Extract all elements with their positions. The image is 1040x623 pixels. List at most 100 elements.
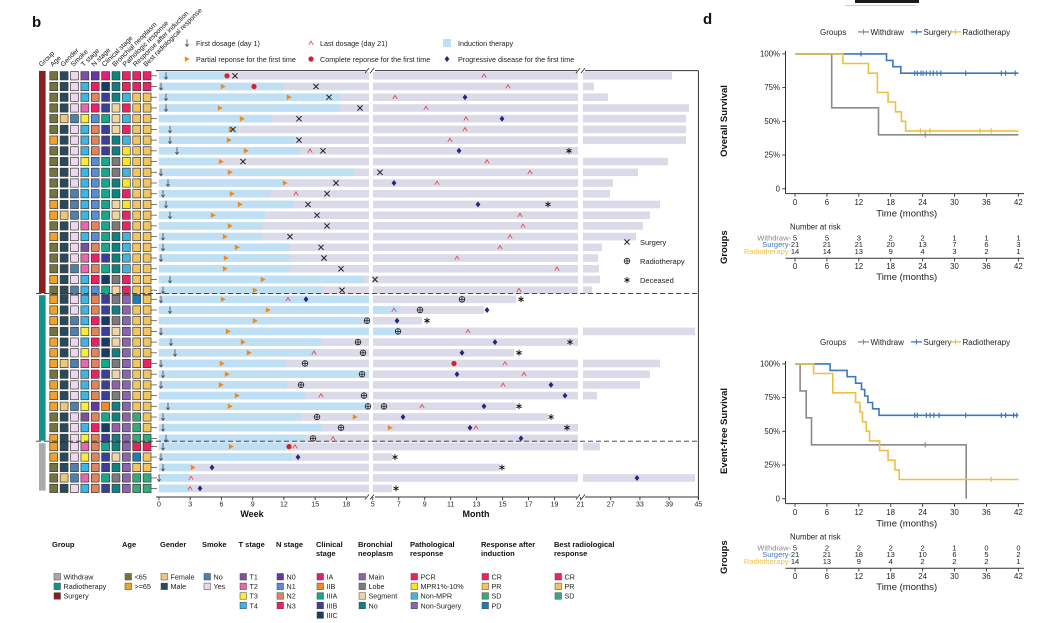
svg-text:Surgery: Surgery (924, 338, 952, 347)
svg-text:24: 24 (918, 262, 927, 271)
svg-text:IIIB: IIIB (327, 601, 338, 610)
svg-text:Week: Week (240, 509, 264, 519)
svg-text:Last dosage (day 21): Last dosage (day 21) (320, 39, 388, 48)
svg-text:2: 2 (1016, 550, 1020, 559)
svg-text:6: 6 (825, 572, 829, 581)
svg-text:PCR: PCR (421, 573, 436, 582)
svg-text:45: 45 (695, 502, 703, 509)
svg-text:27: 27 (607, 502, 615, 509)
svg-text:Yes: Yes (214, 582, 226, 591)
svg-text:2: 2 (857, 544, 861, 553)
svg-text:2: 2 (921, 557, 925, 566)
svg-text:T1: T1 (250, 573, 258, 582)
svg-text:24: 24 (918, 572, 927, 581)
svg-text:Withdraw: Withdraw (64, 573, 95, 582)
svg-text:PR: PR (565, 582, 575, 591)
svg-text:Withdraw: Withdraw (871, 28, 905, 37)
svg-text:36: 36 (982, 198, 991, 207)
svg-text:Groups: Groups (820, 338, 846, 347)
svg-text:42: 42 (1014, 198, 1023, 207)
svg-text:13: 13 (855, 247, 863, 256)
svg-text:Withdraw-: Withdraw- (757, 234, 791, 243)
svg-text:12: 12 (280, 502, 288, 509)
svg-text:stage: stage (316, 549, 336, 558)
svg-text:Bronchial: Bronchial (358, 540, 393, 549)
svg-text:30: 30 (950, 262, 959, 271)
svg-text:5: 5 (793, 234, 797, 243)
svg-text:21: 21 (855, 240, 863, 249)
svg-text:21: 21 (791, 550, 799, 559)
svg-text:6: 6 (825, 508, 829, 517)
svg-text:SD: SD (565, 592, 575, 601)
svg-text:21: 21 (823, 550, 831, 559)
svg-text:Radiotherapy-: Radiotherapy- (744, 557, 792, 566)
svg-text:Group: Group (52, 540, 75, 549)
svg-text:T stage: T stage (239, 540, 265, 549)
svg-text:Groups: Groups (719, 230, 730, 264)
svg-text:2: 2 (984, 247, 988, 256)
svg-text:30: 30 (950, 572, 959, 581)
svg-text:IA: IA (327, 573, 334, 582)
svg-text:4: 4 (889, 557, 893, 566)
svg-text:50%: 50% (764, 117, 780, 126)
svg-text:39: 39 (665, 502, 673, 509)
svg-text:No: No (214, 573, 223, 582)
svg-text:5: 5 (825, 234, 829, 243)
svg-text:17: 17 (525, 502, 533, 509)
svg-text:Time (months): Time (months) (876, 519, 937, 530)
svg-text:3: 3 (857, 234, 861, 243)
svg-text:Radiotherapy: Radiotherapy (640, 257, 685, 266)
svg-text:36: 36 (982, 262, 991, 271)
svg-text:T2: T2 (250, 582, 258, 591)
svg-text:PD: PD (492, 601, 502, 610)
svg-text:MPR1%-10%: MPR1%-10% (421, 582, 465, 591)
svg-text:Induction therapy: Induction therapy (458, 39, 514, 48)
svg-text:Progressive disease for the fi: Progressive disease for the first time (458, 55, 574, 64)
svg-text:11: 11 (447, 502, 454, 509)
svg-text:Surgery: Surgery (924, 28, 952, 37)
svg-text:N1: N1 (287, 582, 296, 591)
svg-text:Partial reponse for the first: Partial reponse for the first time (196, 55, 296, 64)
svg-text:2: 2 (984, 557, 988, 566)
svg-text:9: 9 (251, 502, 255, 509)
svg-text:2: 2 (889, 234, 893, 243)
svg-text:Time (months): Time (months) (876, 209, 937, 220)
svg-text:Groups: Groups (719, 540, 730, 574)
svg-text:12: 12 (854, 572, 863, 581)
svg-text:0: 0 (793, 262, 798, 271)
svg-text:18: 18 (886, 508, 895, 517)
svg-text:N stage: N stage (276, 540, 303, 549)
svg-text:13: 13 (887, 550, 895, 559)
svg-text:0: 0 (793, 198, 798, 207)
svg-text:Radiotherapy-: Radiotherapy- (744, 247, 792, 256)
svg-text:N2: N2 (287, 592, 296, 601)
svg-text:Surgery: Surgery (64, 592, 90, 601)
svg-text:42: 42 (1014, 572, 1023, 581)
svg-text:0: 0 (984, 544, 988, 553)
svg-text:10: 10 (918, 550, 926, 559)
svg-text:d: d (703, 11, 712, 28)
svg-text:13: 13 (918, 240, 926, 249)
svg-text:neoplasm: neoplasm (358, 549, 393, 558)
svg-text:0: 0 (1016, 544, 1020, 553)
svg-text:30: 30 (950, 508, 959, 517)
svg-text:0: 0 (776, 184, 781, 193)
svg-text:Radiotherapy: Radiotherapy (963, 338, 1011, 347)
svg-text:IIIA: IIIA (327, 592, 338, 601)
svg-text:Clinical: Clinical (316, 540, 343, 549)
svg-text:1: 1 (984, 234, 988, 243)
svg-text:75%: 75% (764, 393, 780, 402)
svg-text:T4: T4 (250, 601, 258, 610)
svg-text:Number at risk: Number at risk (790, 533, 841, 542)
svg-text:SD: SD (492, 592, 502, 601)
svg-text:0: 0 (793, 572, 798, 581)
svg-text:6: 6 (219, 502, 223, 509)
svg-text:9: 9 (423, 502, 427, 509)
svg-text:N0: N0 (287, 573, 296, 582)
svg-text:Gender: Gender (160, 540, 186, 549)
svg-text:0: 0 (793, 508, 798, 517)
svg-text:response: response (410, 549, 443, 558)
svg-text:Radiotherapy: Radiotherapy (963, 28, 1011, 37)
svg-text:19: 19 (551, 502, 559, 509)
svg-text:1: 1 (1016, 557, 1020, 566)
